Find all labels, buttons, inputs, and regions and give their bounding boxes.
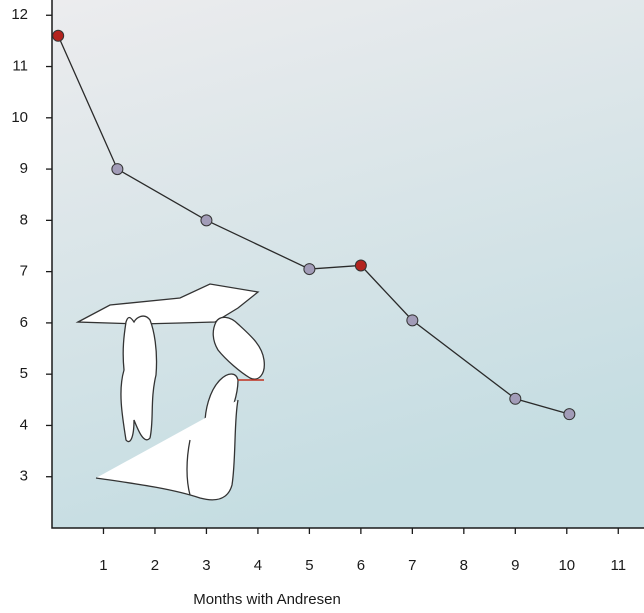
x-tick-label: 8 — [460, 557, 468, 574]
data-point — [52, 29, 65, 42]
x-tick-label: 6 — [357, 557, 365, 574]
y-tick-label: 6 — [20, 314, 28, 331]
x-tick-label: 5 — [305, 557, 313, 574]
y-tick-label: 5 — [20, 365, 28, 382]
axes — [51, 0, 644, 529]
x-tick-label: 2 — [151, 557, 159, 574]
data-point — [406, 314, 419, 327]
tooth-illustration — [75, 283, 265, 501]
x-tick-label: 11 — [610, 557, 626, 574]
data-point — [200, 214, 213, 227]
y-tick-label: 7 — [20, 263, 28, 280]
y-tick-label: 9 — [20, 160, 28, 177]
x-tick-label: 4 — [254, 557, 262, 574]
data-point — [303, 263, 316, 276]
data-point — [563, 408, 576, 421]
y-tick-label: 10 — [11, 109, 28, 126]
data-point — [111, 163, 124, 176]
data-line — [57, 35, 570, 415]
data-point — [509, 392, 522, 405]
x-tick-label: 10 — [558, 557, 575, 574]
data-point — [354, 259, 367, 272]
y-tick-label: 3 — [20, 468, 28, 485]
x-tick-label: 9 — [511, 557, 519, 574]
y-tick-label: 8 — [20, 211, 28, 228]
x-tick-label: 7 — [408, 557, 416, 574]
y-tick-label: 4 — [20, 416, 28, 433]
x-tick-label: 1 — [99, 557, 107, 574]
y-tick-label: 11 — [12, 57, 28, 74]
x-axis-label: Months with Andresen — [193, 591, 341, 608]
plot-background — [52, 0, 644, 528]
x-tick-label: 3 — [202, 557, 210, 574]
y-tick-label: 12 — [11, 6, 28, 23]
